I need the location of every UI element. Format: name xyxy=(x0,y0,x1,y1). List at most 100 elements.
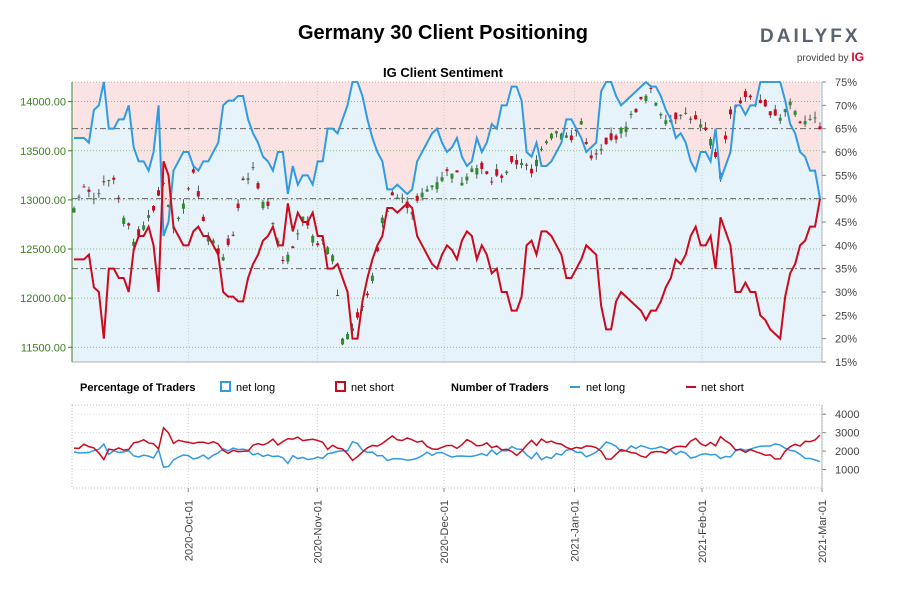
legend-num-short-label: net short xyxy=(701,382,744,394)
candle-body xyxy=(629,114,633,116)
candle-body xyxy=(778,117,782,121)
legend-long-swatch xyxy=(220,381,231,392)
candle-body xyxy=(221,257,225,261)
candle-body xyxy=(535,159,539,167)
candle-body xyxy=(286,254,290,262)
candle-body xyxy=(117,197,121,199)
candle-body xyxy=(609,133,613,140)
candle-body xyxy=(137,229,141,236)
candle-body xyxy=(132,241,136,246)
candle-body xyxy=(818,126,822,130)
candle-body xyxy=(554,131,558,134)
candle-body xyxy=(370,275,374,282)
count-tick-label: 3000 xyxy=(835,428,859,440)
net-long-count-line xyxy=(73,440,821,468)
date-tick-label: 2021-Feb-01 xyxy=(697,500,709,563)
candle-body xyxy=(679,114,683,116)
candle-body xyxy=(783,109,787,113)
candle-body xyxy=(584,142,588,144)
candle-body xyxy=(346,333,350,340)
candle-body xyxy=(326,247,330,255)
candle-body xyxy=(480,162,484,169)
brand-wordmark: DAILYFX xyxy=(760,26,861,47)
price-tick-label: 13000.00 xyxy=(20,195,66,207)
candle-body xyxy=(530,168,534,174)
candle-body xyxy=(92,198,96,200)
candle-body xyxy=(813,117,817,119)
price-tick-label: 12500.00 xyxy=(20,244,66,256)
date-tick-label: 2021-Mar-01 xyxy=(817,500,829,563)
candle-body xyxy=(271,223,275,225)
candle-body xyxy=(157,190,161,196)
candle-body xyxy=(639,96,643,100)
candle-body xyxy=(793,111,797,115)
candle-body xyxy=(510,155,514,163)
candle-body xyxy=(127,223,131,226)
candle-body xyxy=(191,169,195,173)
candle-body xyxy=(699,124,703,128)
candle-body xyxy=(470,168,474,172)
date-tick-label: 2021-Jan-01 xyxy=(570,500,582,562)
pct-tick-label: 70% xyxy=(835,100,857,112)
legend-num-long-label: net long xyxy=(586,382,625,394)
pct-tick-label: 65% xyxy=(835,124,857,136)
legend-short-swatch xyxy=(335,381,346,392)
candle-body xyxy=(520,162,524,166)
candle-body xyxy=(201,216,205,221)
candle-body xyxy=(405,201,409,209)
candle-body xyxy=(87,189,91,192)
price-tick-label: 12000.00 xyxy=(20,293,66,305)
candle-body xyxy=(311,235,315,243)
candle-body xyxy=(624,126,628,132)
chart-title: Germany 30 Client Positioning xyxy=(297,22,589,44)
candle-body xyxy=(788,101,792,106)
price-tick-label: 14000.00 xyxy=(20,97,66,109)
candle-body xyxy=(450,173,454,179)
candle-body xyxy=(336,295,340,297)
candle-body xyxy=(216,248,220,255)
candle-body xyxy=(803,121,807,125)
candle-body xyxy=(246,178,250,180)
candle-body xyxy=(614,135,618,140)
candle-body xyxy=(773,109,777,116)
price-tick-label: 13500.00 xyxy=(20,146,66,158)
candle-body xyxy=(316,243,320,246)
pct-tick-label: 15% xyxy=(835,357,857,369)
candle-body xyxy=(152,205,156,211)
candle-body xyxy=(714,151,718,157)
candle-body xyxy=(500,175,504,178)
candle-body xyxy=(525,164,529,166)
candle-body xyxy=(251,167,255,169)
candle-body xyxy=(390,192,394,196)
pct-tick-label: 20% xyxy=(835,334,857,346)
pct-tick-label: 30% xyxy=(835,287,857,299)
candle-body xyxy=(768,111,772,116)
pct-tick-label: 60% xyxy=(835,147,857,159)
candle-body xyxy=(241,178,245,181)
candle-body xyxy=(763,99,767,107)
short-area-background xyxy=(74,82,820,236)
candle-body xyxy=(425,189,429,192)
candle-body xyxy=(97,193,101,195)
candle-body xyxy=(495,169,499,176)
count-tick-label: 2000 xyxy=(835,446,859,458)
legend-net-short-label: net short xyxy=(351,382,394,394)
legend-num-title: Number of Traders xyxy=(451,382,549,394)
candle-body xyxy=(236,203,240,209)
candle-body xyxy=(654,102,658,106)
candle-body xyxy=(166,204,170,208)
provided-by-line: provided by IG xyxy=(760,50,870,64)
candle-body xyxy=(569,135,573,141)
candle-body xyxy=(684,112,688,114)
candle-body xyxy=(355,312,359,318)
net-short-count-line xyxy=(73,426,821,462)
candle-body xyxy=(808,118,812,120)
candle-body xyxy=(107,180,111,182)
candle-body xyxy=(281,259,285,262)
candle-body xyxy=(435,182,439,190)
pct-tick-label: 55% xyxy=(835,170,857,182)
candle-body xyxy=(758,99,762,104)
price-tick-label: 11500.00 xyxy=(21,342,66,354)
candle-body xyxy=(420,192,424,198)
